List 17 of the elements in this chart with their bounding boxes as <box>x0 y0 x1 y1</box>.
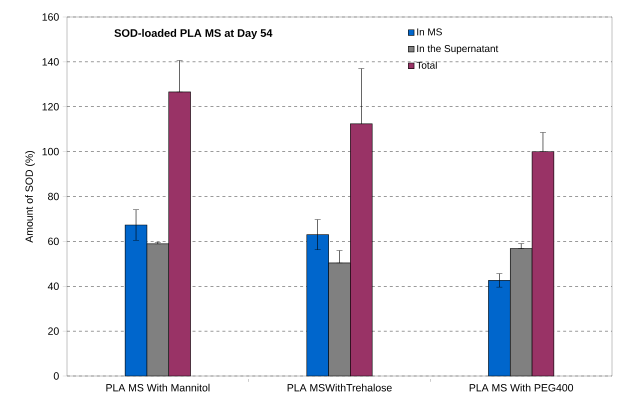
y-axis-title: Amount of SOD (%) <box>25 150 35 243</box>
y-tick-label: 20 <box>48 327 59 335</box>
y-tick-label: 40 <box>48 282 59 290</box>
y-tick-label: 100 <box>42 148 59 156</box>
legend-label: Total <box>416 61 437 69</box>
legend-label: In the Supernatant <box>417 44 498 54</box>
y-tick-label: 140 <box>42 58 59 66</box>
x-tick-label: PLA MSWithTrehalose <box>288 384 392 392</box>
y-tick-label: 160 <box>42 13 59 21</box>
text: SOD-loaded PLA MS at Day 54 <box>114 28 272 40</box>
legend-label: In MS <box>417 28 442 36</box>
x-tick-label: PLA MS With Mannitol <box>106 384 210 392</box>
y-tick-label: 120 <box>42 103 59 110</box>
x-tick-label: PLA MS With PEG400 <box>470 384 574 392</box>
y-tick-label: 0 <box>54 372 59 380</box>
y-tick-label: 60 <box>48 238 59 246</box>
y-tick-label: 80 <box>48 192 59 200</box>
